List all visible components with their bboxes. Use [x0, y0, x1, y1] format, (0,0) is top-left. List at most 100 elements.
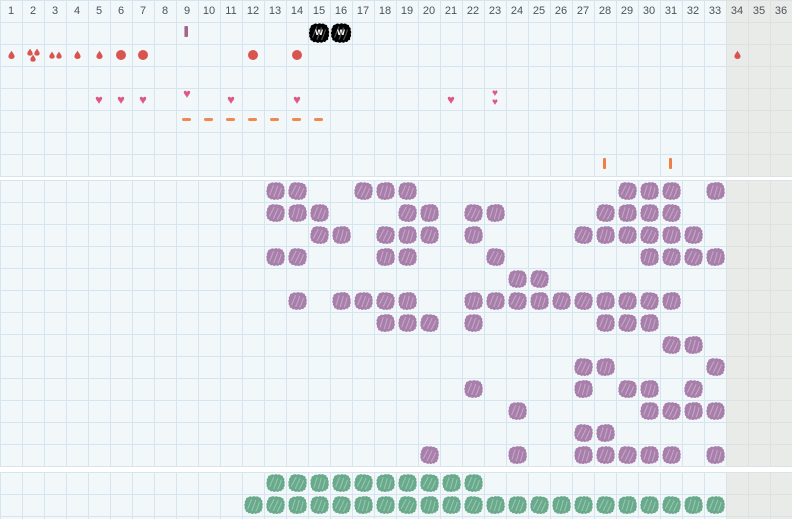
- orange-bar-icon[interactable]: [594, 154, 616, 176]
- dot-icon[interactable]: [132, 44, 154, 66]
- heart-icon[interactable]: ♥: [139, 92, 147, 107]
- purple-scribble-blob-icon: [704, 356, 726, 378]
- purple-scribble-blob-icon: [660, 444, 682, 466]
- w-badge-icon[interactable]: w: [308, 22, 330, 44]
- day-header-cell: 6: [117, 5, 125, 17]
- day-header-cell: 20: [422, 5, 436, 17]
- day-header-cell: 35: [752, 5, 766, 17]
- dash-icon[interactable]: [176, 110, 198, 132]
- day-header-cell: 18: [378, 5, 392, 17]
- purple-scribble-blob-icon: [462, 290, 484, 312]
- purple-scribble-blob-icon: [286, 246, 308, 268]
- day-header-cell: 12: [246, 5, 260, 17]
- dash-icon[interactable]: [242, 110, 264, 132]
- heart-icon[interactable]: ♥: [227, 92, 235, 107]
- green-scribble-blob-icon: [264, 494, 286, 516]
- purple-scribble-blob-icon: [352, 290, 374, 312]
- day-header-cell: 21: [444, 5, 458, 17]
- dash-icon[interactable]: [308, 110, 330, 132]
- day-header-cell: 1: [7, 5, 15, 17]
- w-badge-icon[interactable]: w: [330, 22, 352, 44]
- purple-scribble-blob-icon: [506, 268, 528, 290]
- drop1-icon[interactable]: [88, 44, 110, 66]
- orange-bar-icon[interactable]: [660, 154, 682, 176]
- purple-scribble-blob-icon: [704, 246, 726, 268]
- purple-scribble-blob-icon: [506, 444, 528, 466]
- heart-icon[interactable]: ♥: [117, 92, 125, 107]
- purple-scribble-blob-icon: [594, 422, 616, 444]
- purple-scribble-blob-icon: [418, 202, 440, 224]
- purple-scribble-blob-icon: [660, 290, 682, 312]
- drop2-icon[interactable]: [44, 44, 66, 66]
- purple-scribble-blob-icon: [396, 202, 418, 224]
- purple-scribble-blob-icon: [594, 356, 616, 378]
- green-scribble-blob-icon: [550, 494, 572, 516]
- purple-scribble-blob-icon: [374, 180, 396, 202]
- events-section: 1 2 3 4 5 6 7 8 9 10 11 12 13 14 15 16 17 18 19 20 21 22 23 24 2…: [0, 0, 792, 177]
- dot-icon[interactable]: [286, 44, 308, 66]
- drop1-icon[interactable]: [726, 44, 748, 66]
- heart-icon[interactable]: ♥: [293, 92, 301, 107]
- pink-bar-icon[interactable]: [176, 22, 198, 44]
- green-scribble-blob-icon: [462, 472, 484, 494]
- purple-scribble-blob-icon: [330, 290, 352, 312]
- purple-scribble-blob-icon: [638, 246, 660, 268]
- dash-icon[interactable]: [220, 110, 242, 132]
- purple-scribble-blob-icon: [638, 202, 660, 224]
- green-scribble-blob-icon: [660, 494, 682, 516]
- purple-scribble-blob-icon: [484, 246, 506, 268]
- day-header-cell: 32: [686, 5, 700, 17]
- heart-raised-icon[interactable]: ♥: [183, 86, 191, 101]
- purple-scribble-blob-icon: [286, 180, 308, 202]
- purple-scribble-blob-icon: [682, 224, 704, 246]
- day-header-cell: 30: [642, 5, 656, 17]
- dot-icon[interactable]: [110, 44, 132, 66]
- dash-icon[interactable]: [286, 110, 308, 132]
- purple-scribble-blob-icon: [704, 400, 726, 422]
- heart-icon[interactable]: ♥: [95, 92, 103, 107]
- purple-scribble-blob-icon: [660, 400, 682, 422]
- purple-scribble-blob-icon: [572, 444, 594, 466]
- purple-scribble-blob-icon: [418, 224, 440, 246]
- purple-scribble-blob-icon: [396, 180, 418, 202]
- purple-scribble-blob-icon: [572, 290, 594, 312]
- heart-double-icon[interactable]: ♥ ♥: [492, 88, 498, 108]
- heart-icon[interactable]: ♥: [447, 92, 455, 107]
- day-header-cell: 28: [598, 5, 612, 17]
- day-header-cell: 36: [774, 5, 788, 17]
- dash-icon[interactable]: [264, 110, 286, 132]
- purple-scribble-blob-icon: [462, 224, 484, 246]
- green-scribble-blob-icon: [396, 472, 418, 494]
- purple-scribble-blob-icon: [660, 224, 682, 246]
- green-scribble-blob-icon: [462, 494, 484, 516]
- day-header-cell: 16: [334, 5, 348, 17]
- drop1-icon[interactable]: [66, 44, 88, 66]
- purple-scribble-blob-icon: [264, 180, 286, 202]
- green-scribble-blob-icon: [330, 494, 352, 516]
- purple-scribble-blob-icon: [506, 400, 528, 422]
- purple-scribble-blob-icon: [462, 202, 484, 224]
- purple-scribble-blob-icon: [396, 312, 418, 334]
- green-scribble-blob-icon: [308, 472, 330, 494]
- purple-scribble-blob-icon: [374, 246, 396, 268]
- purple-scribble-blob-icon: [638, 378, 660, 400]
- purple-scribble-blob-icon: [616, 180, 638, 202]
- locked-days-overlay-mid: [726, 180, 792, 467]
- green-scribble-blob-icon: [616, 494, 638, 516]
- green-scribble-blob-icon: [440, 472, 462, 494]
- dash-icon[interactable]: [198, 110, 220, 132]
- purple-scribble-blob-icon: [660, 202, 682, 224]
- purple-scribble-blob-icon: [682, 378, 704, 400]
- purple-scribble-blob-icon: [572, 224, 594, 246]
- purple-scribble-blob-icon: [638, 444, 660, 466]
- day-header-cell: 24: [510, 5, 524, 17]
- purple-scribble-blob-icon: [638, 224, 660, 246]
- drop1-icon[interactable]: [0, 44, 22, 66]
- purple-scribble-blob-icon: [572, 356, 594, 378]
- purple-scribble-blob-icon: [572, 378, 594, 400]
- drop3-icon[interactable]: [22, 44, 44, 66]
- purple-scribble-blob-icon: [594, 444, 616, 466]
- dot-icon[interactable]: [242, 44, 264, 66]
- purple-scribble-blob-icon: [528, 290, 550, 312]
- green-scribble-blob-icon: [572, 494, 594, 516]
